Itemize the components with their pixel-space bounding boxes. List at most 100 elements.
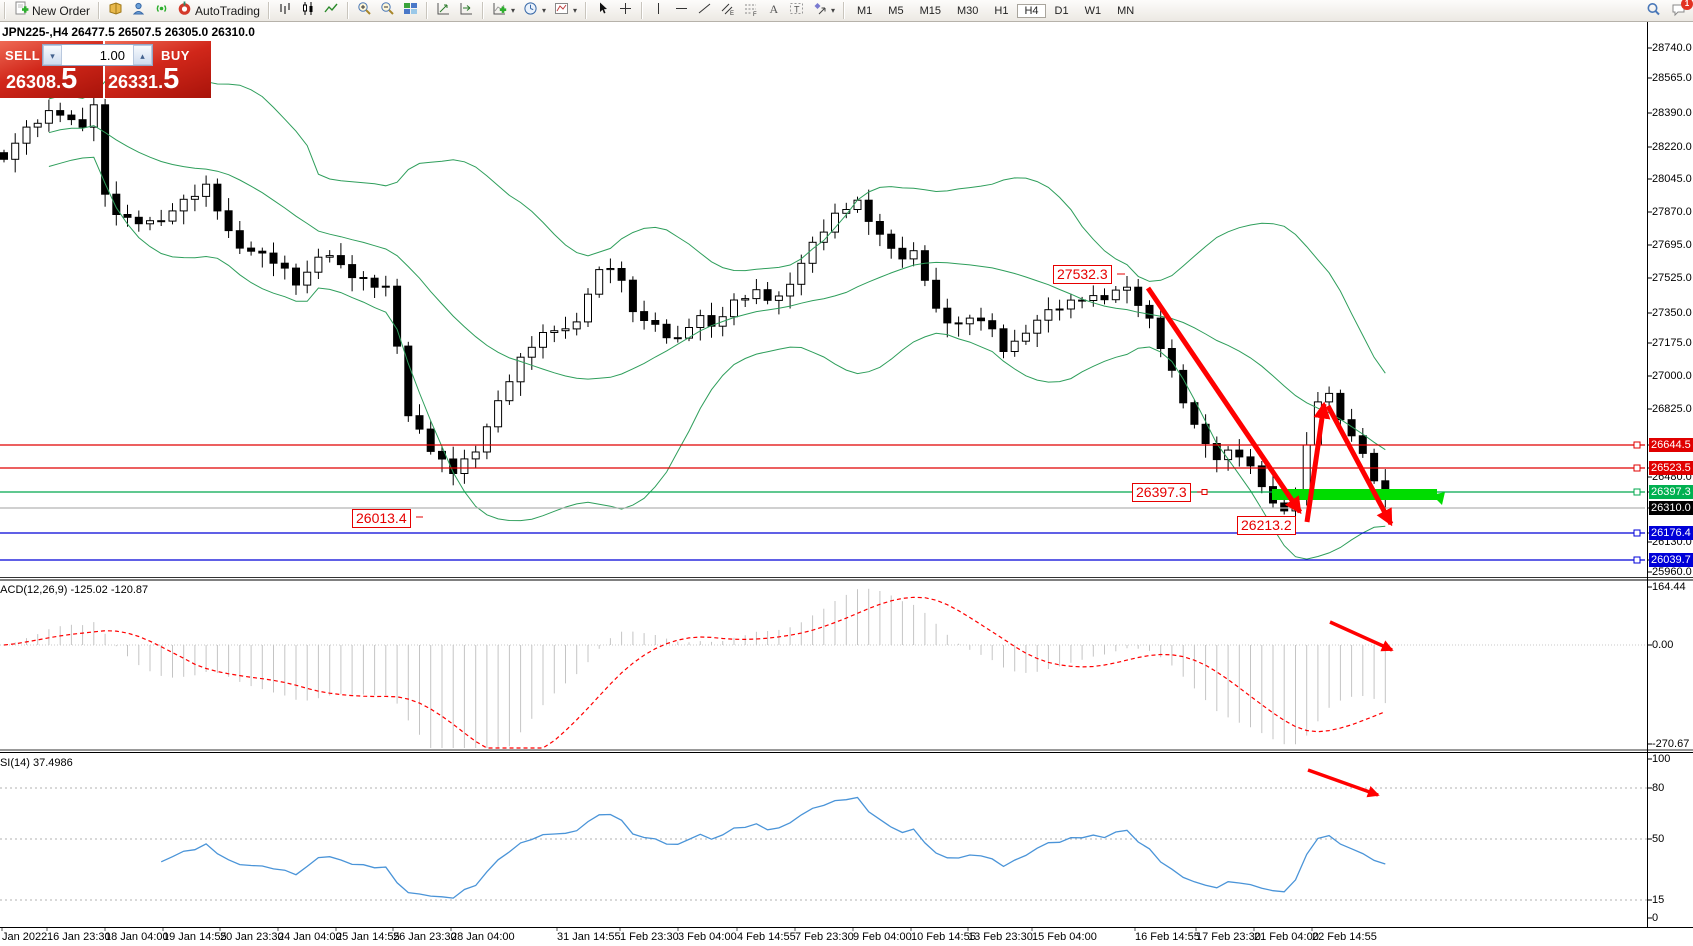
zoom-out-button[interactable] (377, 0, 398, 22)
trend-arrows (1145, 286, 1394, 798)
search-button[interactable] (1646, 2, 1661, 22)
bollinger-bands (48, 66, 1386, 560)
line-icon (324, 1, 339, 21)
toolbar-separator (843, 2, 846, 19)
autotrading-icon (177, 1, 192, 21)
zoom-in-icon (357, 1, 372, 21)
add-indicator-icon (492, 1, 507, 21)
volume-increase-button[interactable]: ▴ (133, 45, 152, 65)
clock-icon (523, 1, 538, 21)
svg-text:T: T (794, 4, 800, 14)
toolbar-separator (585, 2, 587, 19)
volume-decrease-button[interactable]: ▾ (43, 45, 62, 65)
text-icon: A (766, 1, 781, 21)
price-annotation[interactable]: 26213.2 (1237, 516, 1296, 535)
toolbar-separator (267, 2, 270, 19)
buy-price: 26331.5 (108, 63, 180, 95)
timeframe-m5[interactable]: M5 (888, 4, 904, 17)
timeframe-d1[interactable]: D1 (1054, 4, 1069, 17)
text-button[interactable]: A (763, 0, 784, 22)
vertical-line-button[interactable] (648, 0, 669, 22)
channel-button[interactable]: E (717, 0, 738, 22)
volume-control: ▾ ▴ (42, 44, 153, 66)
svg-text:E: E (730, 11, 734, 16)
price-annotation[interactable]: 26013.4 (352, 509, 411, 528)
text-label-button[interactable]: T (786, 0, 807, 22)
chevron-down-icon: ▾ (831, 6, 836, 15)
main-toolbar: New Order AutoTrading ▾ ▾ ▾ E F A T ▾ M1 M5 M15 M30 H1… (0, 0, 1693, 22)
price-annotation[interactable]: 27532.3 (1053, 265, 1112, 284)
horizontal-line-button[interactable] (671, 0, 692, 22)
new-order-button[interactable]: New Order (11, 0, 93, 22)
crosshair-button[interactable] (615, 0, 636, 22)
macd-signal-line (3, 596, 1386, 749)
notification-badge: 1 (1681, 0, 1693, 10)
chart-title: JPN225-,H4 26477.5 26507.5 26305.0 26310… (2, 25, 255, 39)
chevron-down-icon: ▾ (541, 6, 546, 15)
annotation-connectors (416, 273, 1208, 518)
indicators-button[interactable]: ▾ (489, 0, 518, 22)
bars-icon (278, 1, 293, 21)
chart-up-icon (436, 1, 451, 21)
fibonacci-button[interactable]: F (740, 0, 761, 22)
trendline-button[interactable] (694, 0, 715, 22)
template-icon (554, 1, 569, 21)
hline-icon (674, 1, 689, 21)
timeframe-h1[interactable]: H1 (994, 4, 1009, 17)
volume-input[interactable] (62, 45, 133, 65)
signals-button[interactable] (151, 0, 172, 22)
chat-button[interactable]: 1 (1671, 0, 1693, 22)
timeframe-mn[interactable]: MN (1117, 4, 1135, 17)
arrows-icon (812, 1, 827, 21)
timeframe-m15[interactable]: M15 (919, 4, 941, 17)
timeframe-m1[interactable]: M1 (857, 4, 873, 17)
arrows-button[interactable]: ▾ (809, 0, 838, 22)
rsi-line (160, 796, 1386, 899)
tile-windows-button[interactable] (400, 0, 421, 22)
timeframe-m30[interactable]: M30 (956, 4, 979, 17)
periods-button[interactable]: ▾ (520, 0, 549, 22)
book-icon (108, 1, 123, 21)
panel-separators (0, 21, 1693, 931)
autotrading-button-label: AutoTrading (195, 3, 260, 18)
zoom-in-button[interactable] (354, 0, 375, 22)
one-click-trading-panel: SELL 26308.5 BUY 26331.5 ▾ ▴ (0, 41, 211, 98)
rsi-panel-graphics (0, 787, 1647, 901)
cursor-icon (595, 1, 610, 21)
chevron-down-icon: ▾ (510, 6, 515, 15)
sell-price: 26308.5 (6, 63, 78, 95)
tile-icon (403, 1, 418, 21)
macd-indicator-label: MACD(12,26,9) -125.02 -120.87 (0, 584, 149, 596)
auto-scroll-button[interactable] (433, 0, 454, 22)
profile-button[interactable] (128, 0, 149, 22)
toolbar-separator (98, 2, 101, 19)
trendline-icon (697, 1, 712, 21)
zoom-out-icon (380, 1, 395, 21)
templates-button[interactable]: ▾ (551, 0, 580, 22)
chevron-down-icon: ▾ (572, 6, 577, 15)
candle-chart-button[interactable] (298, 0, 319, 22)
svg-text:A: A (770, 2, 779, 16)
market-watch-button[interactable] (105, 0, 126, 22)
line-chart-button[interactable] (321, 0, 342, 22)
cursor-button[interactable] (592, 0, 613, 22)
level-lines (0, 441, 1645, 564)
price-annotation[interactable]: 26397.3 (1132, 483, 1191, 502)
buy-label: BUY (161, 48, 190, 63)
autotrading-button[interactable]: AutoTrading (174, 0, 263, 22)
signal-icon (154, 1, 169, 21)
toolbar-separator (4, 2, 6, 19)
bar-chart-button[interactable] (275, 0, 296, 22)
toolbar-separator (425, 2, 428, 19)
fibonacci-icon: F (743, 1, 758, 21)
chart-shift-button[interactable] (456, 0, 477, 22)
timeframe-h4[interactable]: H4 (1017, 3, 1046, 18)
crosshair-icon (618, 1, 633, 21)
macd-histogram (0, 588, 1647, 749)
timeframe-w1[interactable]: W1 (1084, 4, 1102, 17)
rsi-indicator-label: RSI(14) 37.4986 (0, 757, 73, 769)
svg-text:F: F (753, 12, 757, 16)
sell-label: SELL (5, 48, 41, 63)
